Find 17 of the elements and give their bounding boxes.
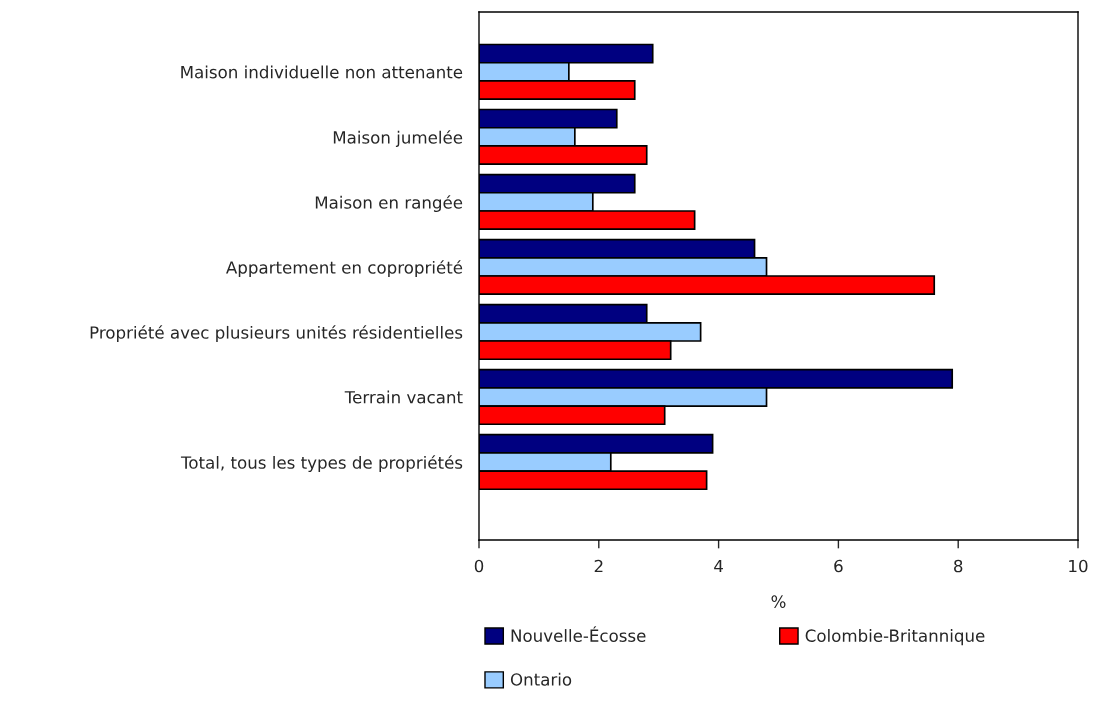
- y-tick-label: Maison individuelle non attenante: [181, 65, 463, 79]
- x-tick-label: 6: [834, 559, 843, 573]
- y-tick-label: Total, tous les types de propriétés: [180, 455, 463, 473]
- y-tick-label: Maison jumelée: [333, 130, 463, 147]
- y-tick-label: Propriété avec plusieurs unités résidentielles: [90, 325, 463, 343]
- y-tick-label: Appartement en copropriété: [226, 260, 463, 278]
- y-tick-label: Terrain vacant: [344, 390, 463, 404]
- y-tick-label: Maison en rangée: [315, 195, 463, 212]
- x-tick-label: 4: [714, 559, 723, 573]
- legend-label: Nouvelle-Écosse: [511, 626, 646, 642]
- x-tick-label: 10: [1069, 559, 1088, 573]
- legend-label: Ontario: [510, 672, 572, 686]
- x-axis-title: %: [771, 595, 786, 608]
- x-tick-label: 0: [474, 559, 484, 573]
- x-tick-label: 2: [594, 559, 603, 573]
- legend-label: Colombie-Britannique: [805, 629, 985, 646]
- x-tick-label: 8: [954, 559, 963, 573]
